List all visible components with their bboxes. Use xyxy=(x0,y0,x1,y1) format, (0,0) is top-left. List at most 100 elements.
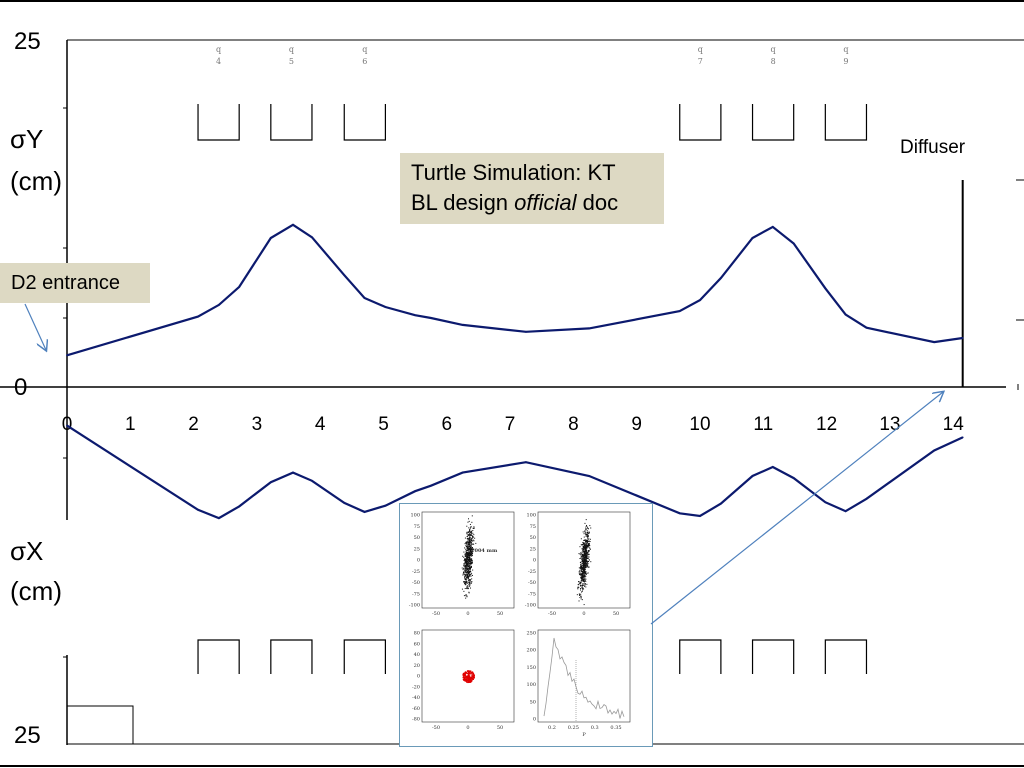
inset-scatter-point xyxy=(582,575,584,577)
inset-scatter-point xyxy=(579,566,581,568)
inset-scatter-point xyxy=(467,546,469,548)
inset-scatter-point xyxy=(464,554,466,556)
inset-scatter-point xyxy=(586,562,588,564)
inset-scatter-point xyxy=(472,569,474,571)
inset-scatter-point xyxy=(582,576,584,578)
sigma-y-label: σY xyxy=(10,124,44,154)
inset-scatter-point xyxy=(470,562,472,564)
inset-scatter-point xyxy=(470,574,472,576)
inset-scatter-point xyxy=(586,534,588,536)
inset-spot-point xyxy=(467,673,469,675)
inset-scatter-point xyxy=(465,548,467,550)
inset-scatter-point xyxy=(589,548,591,550)
y-bottom-tick-label: 25 xyxy=(14,722,41,749)
inset-scatter-point xyxy=(582,580,584,582)
sigma-x-point xyxy=(197,508,199,511)
inset-scatter-point xyxy=(585,560,587,562)
inset-spot-point xyxy=(468,678,470,680)
inset-scatter-point xyxy=(581,548,583,550)
inset-scatter-point xyxy=(464,566,466,568)
inset-scatter-point xyxy=(585,565,587,567)
inset-scatter-point xyxy=(581,575,583,577)
inset-scatter-point xyxy=(581,586,583,588)
inset-scatter-point xyxy=(466,545,468,547)
quadrupole-marker-top xyxy=(751,104,795,141)
inset-scatter-point xyxy=(465,562,467,564)
x-tick-label: 6 xyxy=(442,414,453,435)
inset-scatter-point xyxy=(586,547,588,549)
inset-scatter-point xyxy=(583,548,585,550)
inset-y-tick: 75 xyxy=(530,524,536,530)
inset-scatter-point xyxy=(469,559,471,561)
inset-scatter-point xyxy=(582,557,584,559)
inset-scatter-point xyxy=(464,558,466,560)
inset-scatter-point xyxy=(466,541,468,543)
inset-scatter-point xyxy=(584,522,586,524)
inset-spot-point xyxy=(472,678,474,680)
inset-scatter-point xyxy=(469,536,471,538)
inset-scatter-point xyxy=(466,595,468,597)
inset-scatter-point xyxy=(465,553,467,555)
inset-scatter-point xyxy=(586,553,588,555)
inset-scatter-point xyxy=(467,568,469,570)
inset-scatter-point xyxy=(578,594,580,596)
inset-spot-point xyxy=(473,676,475,679)
inset-scatter-point xyxy=(587,535,589,537)
sigma-y-point xyxy=(269,237,272,239)
inset-scatter-point xyxy=(473,540,475,542)
inset-scatter-point xyxy=(467,539,469,541)
inset-scatter-point xyxy=(584,579,586,581)
inset-scatter-point xyxy=(580,566,582,568)
inset-scatter-point xyxy=(583,565,585,567)
inset-scatter-point xyxy=(586,583,588,585)
inset-scatter-point xyxy=(466,562,468,564)
inset-scatter-point xyxy=(471,521,473,523)
inset-scatter-point xyxy=(585,552,587,554)
inset-scatter-point xyxy=(581,586,583,588)
inset-scatter-point xyxy=(585,545,587,547)
inset-spot-point xyxy=(466,672,469,674)
sigma-y-point xyxy=(218,303,220,306)
inset-scatter-point xyxy=(473,526,475,528)
inset-scatter-point xyxy=(581,599,583,601)
inset-spot-point xyxy=(471,674,473,676)
inset-scatter-point xyxy=(464,555,466,557)
inset-scatter-point xyxy=(587,526,589,528)
inset-scatter-point xyxy=(580,544,582,546)
inset-scatter-point xyxy=(582,570,584,572)
inset-scatter-point xyxy=(472,548,474,550)
sigma-y-line xyxy=(66,223,963,357)
inset-scatter-point xyxy=(470,526,472,528)
inset-x-tick: -50 xyxy=(432,725,440,731)
inset-spot-point xyxy=(471,678,473,680)
inset-scatter-point xyxy=(463,563,465,565)
inset-scatter-point xyxy=(588,544,590,546)
inset-scatter-point xyxy=(582,543,584,545)
inset-scatter-point xyxy=(584,573,586,575)
inset-scatter-point xyxy=(471,560,473,562)
title-line-2b: official xyxy=(514,190,577,215)
inset-scatter-point xyxy=(467,573,469,575)
inset-scatter-point xyxy=(588,553,590,555)
inset-scatter-point xyxy=(467,541,469,543)
inset-x-tick: 50 xyxy=(497,611,503,617)
inset-scatter-point xyxy=(582,549,584,551)
inset-scatter-point xyxy=(585,566,587,568)
inset-scatter-point xyxy=(470,575,472,577)
inset-spot-point xyxy=(470,677,472,679)
inset-panel-top-right: 100 75 50 25 0 -25 -50 -75 -100 -50 0 50 xyxy=(525,511,631,617)
quadrupole-marker-top xyxy=(197,104,240,141)
inset-scatter-point xyxy=(580,557,582,559)
inset-annotation: 1004 mm xyxy=(471,548,498,554)
inset-scatter-point xyxy=(582,555,584,557)
inset-scatter-point xyxy=(579,594,581,596)
inset-scatter-point xyxy=(465,541,467,543)
x-tick-label: 4 xyxy=(315,414,326,435)
inset-scatter-point xyxy=(469,541,471,543)
inset-scatter-point xyxy=(467,546,469,548)
inset-scatter-point xyxy=(588,556,590,558)
inset-spot-point xyxy=(473,674,475,676)
inset-spot-point xyxy=(470,671,472,673)
inset-scatter-point xyxy=(580,576,582,578)
inset-scatter-point xyxy=(466,552,468,554)
